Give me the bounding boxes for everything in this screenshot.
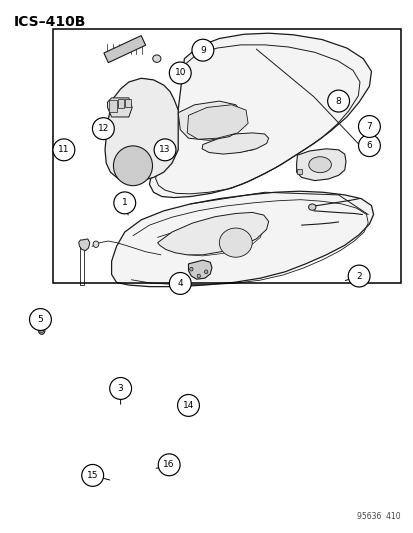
Text: 13: 13 bbox=[159, 146, 171, 155]
Ellipse shape bbox=[204, 270, 207, 273]
Circle shape bbox=[53, 139, 75, 161]
Polygon shape bbox=[202, 133, 268, 154]
Polygon shape bbox=[112, 191, 373, 287]
Polygon shape bbox=[296, 149, 345, 181]
Circle shape bbox=[81, 464, 103, 486]
Text: ICS–410B: ICS–410B bbox=[13, 15, 85, 29]
Circle shape bbox=[109, 377, 131, 399]
Ellipse shape bbox=[38, 326, 45, 334]
Polygon shape bbox=[178, 101, 243, 140]
Text: 1: 1 bbox=[121, 198, 127, 207]
Circle shape bbox=[358, 116, 380, 138]
Polygon shape bbox=[105, 78, 178, 182]
Bar bbox=[109, 100, 116, 112]
Text: 2: 2 bbox=[356, 271, 361, 280]
Ellipse shape bbox=[152, 55, 161, 62]
Ellipse shape bbox=[113, 146, 152, 185]
Circle shape bbox=[327, 90, 349, 112]
Ellipse shape bbox=[93, 241, 99, 247]
Text: 15: 15 bbox=[87, 471, 98, 480]
FancyBboxPatch shape bbox=[104, 36, 145, 62]
Ellipse shape bbox=[197, 274, 200, 278]
Text: 95636  410: 95636 410 bbox=[356, 512, 400, 521]
Text: 9: 9 bbox=[199, 46, 205, 55]
Circle shape bbox=[358, 135, 380, 157]
Polygon shape bbox=[149, 33, 370, 198]
Text: 3: 3 bbox=[117, 384, 123, 393]
Circle shape bbox=[92, 118, 114, 140]
Bar bbox=[53, 29, 400, 283]
Polygon shape bbox=[107, 98, 132, 117]
Text: 4: 4 bbox=[177, 279, 183, 288]
Bar bbox=[117, 99, 123, 109]
Text: 14: 14 bbox=[183, 401, 194, 410]
Ellipse shape bbox=[219, 228, 252, 257]
Text: 11: 11 bbox=[58, 146, 69, 155]
Ellipse shape bbox=[40, 327, 44, 333]
Circle shape bbox=[169, 272, 191, 294]
Circle shape bbox=[29, 309, 51, 330]
Text: 8: 8 bbox=[335, 96, 341, 106]
Polygon shape bbox=[78, 239, 90, 251]
Circle shape bbox=[154, 139, 176, 161]
Ellipse shape bbox=[308, 157, 330, 173]
Circle shape bbox=[192, 39, 213, 61]
Bar bbox=[296, 169, 301, 174]
Circle shape bbox=[177, 394, 199, 416]
Text: 6: 6 bbox=[366, 141, 371, 150]
Polygon shape bbox=[187, 105, 247, 139]
Circle shape bbox=[347, 265, 369, 287]
Ellipse shape bbox=[189, 267, 192, 271]
Text: 5: 5 bbox=[38, 315, 43, 324]
Text: 12: 12 bbox=[97, 124, 109, 133]
Ellipse shape bbox=[308, 204, 315, 211]
Circle shape bbox=[169, 62, 191, 84]
Polygon shape bbox=[188, 260, 211, 279]
Polygon shape bbox=[157, 213, 268, 255]
Text: 16: 16 bbox=[163, 461, 175, 469]
Circle shape bbox=[158, 454, 180, 476]
Text: 7: 7 bbox=[366, 122, 371, 131]
Text: 10: 10 bbox=[174, 68, 185, 77]
Circle shape bbox=[114, 192, 135, 214]
Bar bbox=[124, 99, 130, 108]
